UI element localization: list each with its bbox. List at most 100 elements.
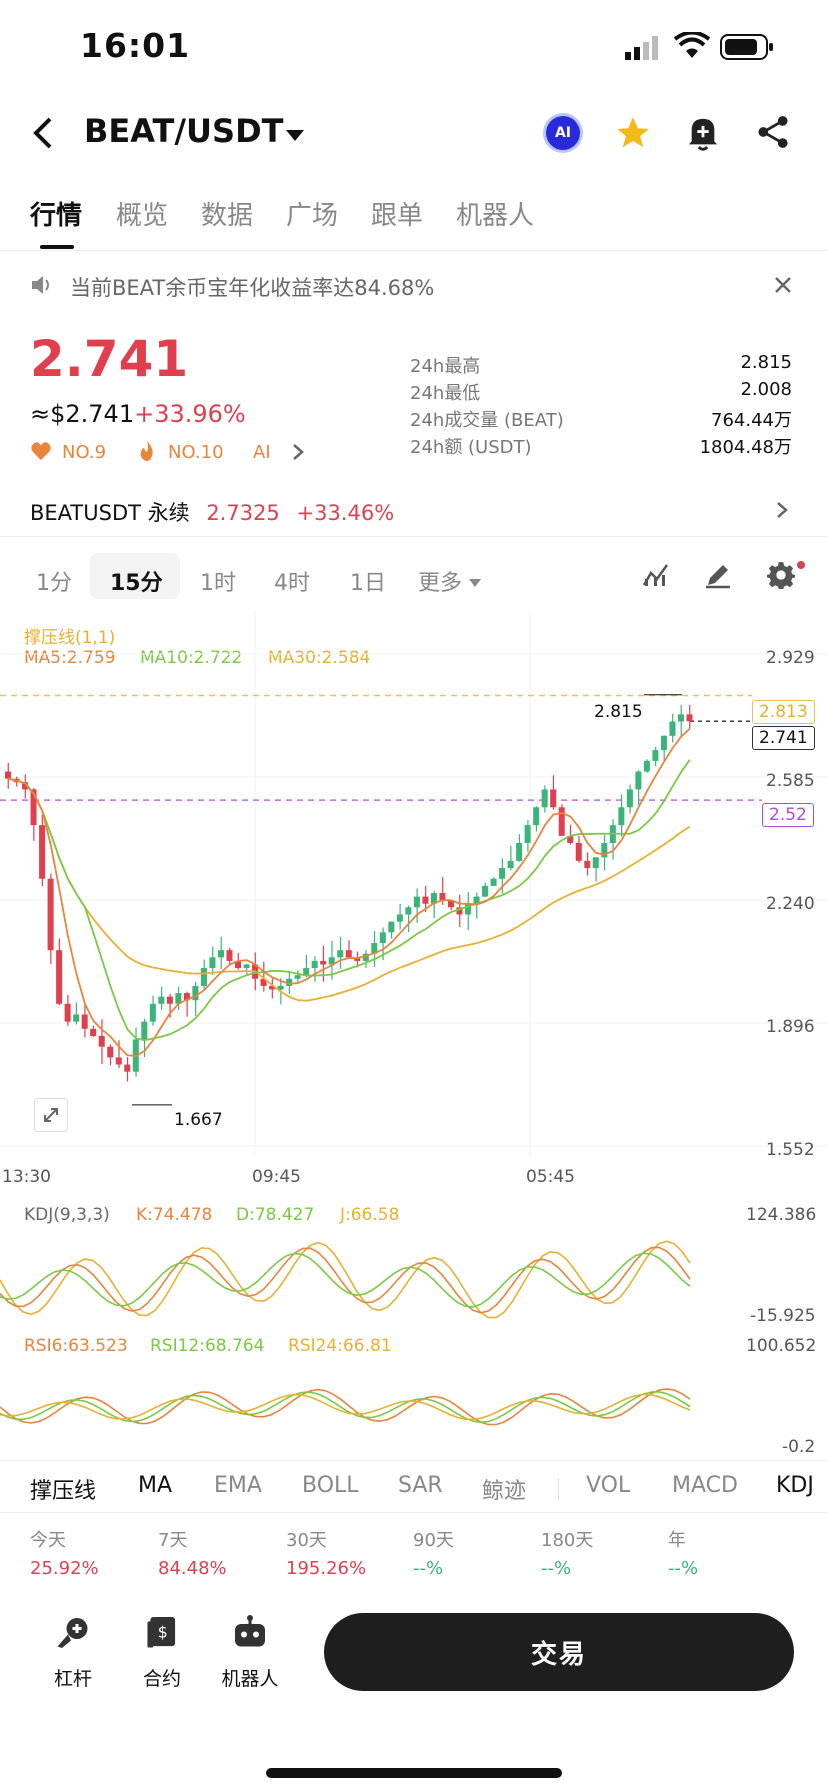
candle-body <box>541 789 548 808</box>
perf-value: --% <box>668 1558 699 1579</box>
rank-1[interactable]: NO.9 <box>62 442 107 463</box>
divider <box>0 250 828 251</box>
perf-label: 年 <box>668 1530 686 1551</box>
stat-vol-label: 24h成交量 (BEAT) <box>410 410 564 431</box>
draw-pen-icon[interactable] <box>704 561 732 593</box>
back-icon[interactable] <box>30 116 56 154</box>
ind-tab-vol[interactable]: VOL <box>586 1473 631 1498</box>
pair-title[interactable]: BEAT/USDT <box>84 112 284 150</box>
candle-body <box>47 878 54 951</box>
ind-tab-sar[interactable]: SAR <box>398 1473 443 1498</box>
ai-label: AI <box>554 125 572 141</box>
ind-tab-boll[interactable]: BOLL <box>302 1473 359 1498</box>
ind-tab-ema[interactable]: EMA <box>214 1473 262 1498</box>
candle-body <box>217 950 224 958</box>
chevron-right-icon[interactable] <box>292 443 304 465</box>
candle-body <box>652 750 659 761</box>
candle-body <box>550 789 557 808</box>
candle-body <box>192 985 199 1001</box>
tab-data[interactable]: 数据 <box>201 201 254 231</box>
ind-tab-macd[interactable]: MACD <box>672 1473 738 1498</box>
candle-body <box>465 903 472 915</box>
candle-body <box>260 978 267 986</box>
candle-body <box>626 789 633 808</box>
candle-body <box>166 996 173 1004</box>
candle-body <box>362 953 369 961</box>
ind-tab-ma[interactable]: MA <box>138 1473 173 1498</box>
candlestick-chart[interactable] <box>0 610 828 1170</box>
leverage-icon[interactable] <box>56 1615 92 1655</box>
battery-icon <box>720 34 774 64</box>
candle-body <box>64 1003 71 1022</box>
ma10-legend: MA10:2.722 <box>140 648 243 668</box>
candle-body <box>209 957 216 969</box>
candle-body <box>22 782 29 790</box>
kdj-d: D:78.427 <box>236 1205 315 1225</box>
close-icon[interactable] <box>774 276 792 298</box>
trade-button[interactable]: 交易 <box>324 1613 794 1691</box>
tab-square[interactable]: 广场 <box>286 201 339 231</box>
tab-robot[interactable]: 机器人 <box>456 201 535 231</box>
candle-body <box>592 857 599 869</box>
candle-body <box>226 950 233 961</box>
rank-2[interactable]: NO.10 <box>168 442 224 463</box>
candle-body <box>379 932 386 944</box>
candle-body <box>660 735 667 751</box>
candle-body <box>124 1064 131 1072</box>
ind-tab-kdj[interactable]: KDJ <box>776 1473 814 1498</box>
ai-button[interactable]: AI <box>546 116 580 150</box>
perf-label: 90天 <box>413 1530 454 1551</box>
status-time: 16:01 <box>80 26 191 65</box>
candle-body <box>141 1021 148 1040</box>
expand-icon[interactable] <box>34 1098 68 1132</box>
perp-chevron-icon[interactable] <box>776 501 788 523</box>
settings-dot-badge <box>797 561 805 569</box>
tf-more[interactable]: 更多 <box>418 571 463 596</box>
candle-body <box>286 978 293 986</box>
leverage-label[interactable]: 杠杆 <box>53 1668 92 1690</box>
candle-body <box>311 960 318 969</box>
tf-4h[interactable]: 4时 <box>274 571 310 596</box>
candle-body <box>533 807 540 826</box>
ind-tab-whale[interactable]: 鲸迹 <box>482 1479 527 1504</box>
more-caret-icon[interactable] <box>469 573 481 592</box>
price-change: +33.96% <box>134 400 246 428</box>
candle-body <box>269 985 276 990</box>
candle-body <box>73 1014 80 1022</box>
share-icon[interactable] <box>756 114 790 154</box>
robot-icon[interactable] <box>232 1615 268 1655</box>
tab-market[interactable]: 行情 <box>30 201 83 231</box>
contract-label[interactable]: 合约 <box>142 1668 181 1690</box>
tf-15m[interactable]: 15分 <box>110 571 163 596</box>
tf-1m[interactable]: 1分 <box>36 571 72 596</box>
tf-1d[interactable]: 1日 <box>350 571 386 596</box>
bell-add-icon[interactable] <box>686 114 720 156</box>
candle-body <box>294 975 301 979</box>
signal-icon <box>625 36 661 60</box>
perp-change: +33.46% <box>296 501 395 525</box>
settings-gear-icon[interactable] <box>766 561 796 593</box>
x-tick: 05:45 <box>526 1167 575 1187</box>
tab-copytrade[interactable]: 跟单 <box>371 201 424 231</box>
perp-row[interactable]: BEATUSDT 永续 2.7325 +33.46% <box>30 497 394 527</box>
caret-down-icon[interactable] <box>286 127 304 146</box>
candle-body <box>320 960 327 965</box>
stat-high-label: 24h最高 <box>410 356 481 377</box>
star-icon[interactable] <box>614 114 652 156</box>
ind-tab-support[interactable]: 撑压线 <box>30 1479 97 1504</box>
low-marker: 1.667 <box>174 1110 223 1130</box>
indicator-icon[interactable] <box>642 561 670 591</box>
contract-icon[interactable]: $ <box>146 1615 178 1655</box>
candle-body <box>277 985 284 990</box>
rank-ai[interactable]: AI <box>253 442 271 463</box>
notice-text[interactable]: 当前BEAT余币宝年化收益率达84.68% <box>70 276 435 300</box>
kdj-bottom: -15.925 <box>750 1306 816 1326</box>
candle-body <box>516 843 523 861</box>
tab-overview[interactable]: 概览 <box>116 201 169 231</box>
kdj-k: K:74.478 <box>136 1205 213 1225</box>
tf-1h[interactable]: 1时 <box>200 571 236 596</box>
candle-body <box>507 860 514 869</box>
perp-price: 2.7325 <box>206 501 280 525</box>
robot-label[interactable]: 机器人 <box>221 1668 279 1690</box>
candle-body <box>677 714 684 722</box>
